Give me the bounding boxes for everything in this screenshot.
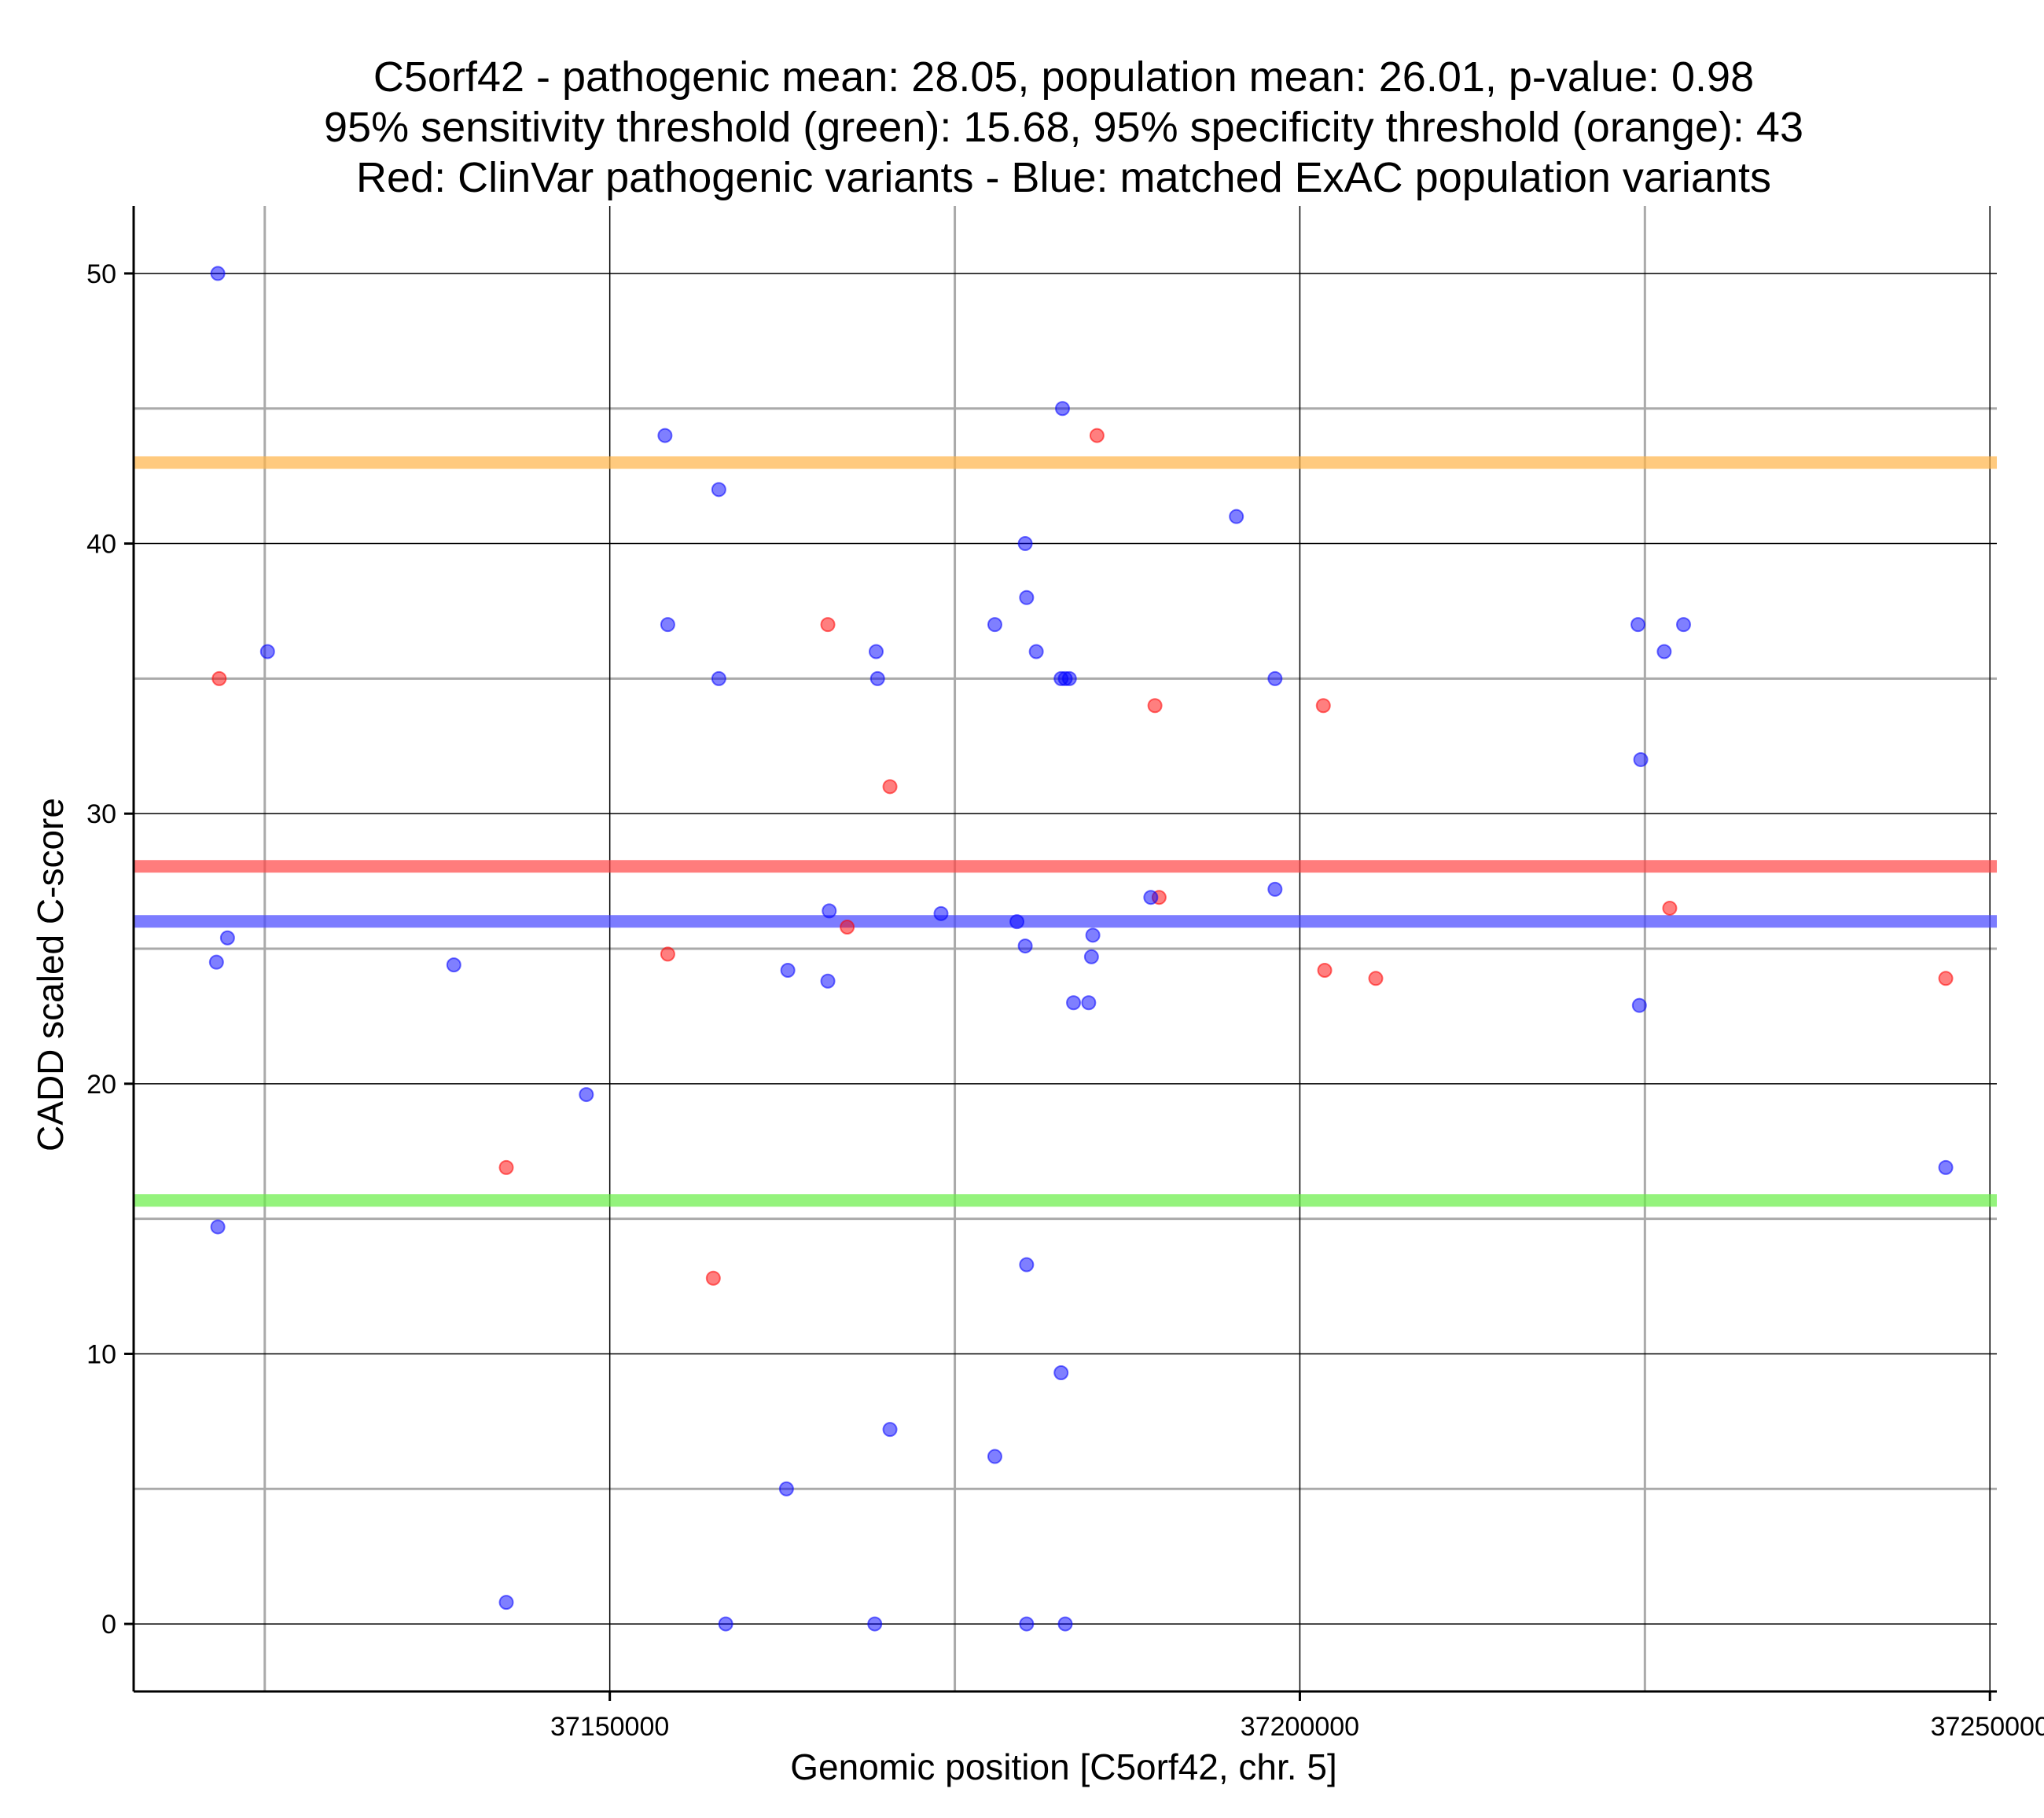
- title-line-1: C5orf42 - pathogenic mean: 28.05, popula…: [373, 53, 1754, 101]
- population-point: [1938, 1159, 1954, 1175]
- population-point: [1633, 751, 1649, 767]
- major-gridlines: [134, 206, 1997, 1691]
- title-line-2: 95% sensitivity threshold (green): 15.68…: [324, 104, 1803, 151]
- population-point: [987, 1449, 1002, 1464]
- pathogenic-point: [1368, 971, 1384, 986]
- population-point: [820, 973, 836, 989]
- data-points: [208, 266, 1954, 1632]
- pathogenic-point: [882, 779, 898, 795]
- pathogenic-point: [1662, 900, 1678, 916]
- population-point: [1631, 997, 1647, 1013]
- population-point: [869, 670, 885, 686]
- population-point: [1083, 949, 1099, 964]
- chart-title: C5orf42 - pathogenic mean: 28.05, popula…: [324, 53, 1803, 201]
- population-point: [1143, 890, 1159, 905]
- population-point: [219, 930, 235, 946]
- title-line-3: Red: ClinVar pathogenic variants - Blue:…: [356, 154, 1771, 201]
- pathogenic-point: [211, 670, 227, 686]
- population-point: [660, 617, 675, 633]
- population-point: [446, 957, 461, 973]
- population-point: [778, 1481, 794, 1497]
- x-tick-label: 37150000: [550, 1712, 669, 1742]
- tick-labels: 0 10 20 30 40 50 37150000 37200000 37250000: [86, 259, 2044, 1742]
- population-point: [1061, 670, 1077, 686]
- population-point: [1017, 536, 1033, 552]
- y-axis-title: CADD scaled C-score: [30, 798, 71, 1151]
- population-point: [780, 962, 796, 978]
- population-point: [657, 428, 673, 443]
- population-point: [1019, 1257, 1035, 1273]
- y-tick-label: 20: [86, 1070, 116, 1100]
- population-point: [882, 1422, 898, 1438]
- y-tick-label: 10: [86, 1339, 116, 1369]
- x-axis-title: Genomic position [C5orf42, chr. 5]: [790, 1746, 1336, 1787]
- y-tick-label: 30: [86, 799, 116, 829]
- population-point: [1229, 509, 1244, 524]
- population-point: [210, 266, 226, 281]
- population-point: [498, 1595, 514, 1610]
- y-tick-label: 40: [86, 530, 116, 560]
- pathogenic-point: [1315, 698, 1331, 714]
- pathogenic-point: [1317, 962, 1333, 978]
- pathogenic-point: [705, 1270, 721, 1286]
- population-point: [711, 482, 726, 498]
- population-point: [822, 903, 837, 919]
- pathogenic-point: [840, 920, 855, 935]
- population-point: [1019, 589, 1035, 605]
- population-point: [933, 905, 949, 921]
- population-point: [711, 670, 726, 686]
- population-point: [1630, 617, 1646, 633]
- pathogenic-point: [660, 946, 675, 962]
- population-point: [987, 617, 1002, 633]
- population-point: [1656, 644, 1672, 659]
- population-point: [1053, 1365, 1069, 1381]
- population-point: [868, 644, 884, 659]
- x-tick-label: 37250000: [1931, 1712, 2044, 1742]
- y-tick-label: 0: [101, 1610, 116, 1640]
- pathogenic-point: [1938, 971, 1954, 986]
- population-point: [1267, 881, 1283, 897]
- population-point: [579, 1087, 594, 1103]
- population-point: [1066, 995, 1082, 1011]
- population-point: [210, 1219, 226, 1235]
- pathogenic-point: [498, 1159, 514, 1175]
- population-point: [718, 1616, 733, 1632]
- y-tick-label: 50: [86, 259, 116, 289]
- pathogenic-point: [1089, 428, 1105, 443]
- population-point: [1081, 995, 1097, 1011]
- population-point: [867, 1616, 883, 1632]
- axes: [132, 206, 1997, 1693]
- population-point: [1057, 1616, 1073, 1632]
- population-point: [1267, 670, 1283, 686]
- population-point: [208, 954, 224, 970]
- population-point: [1675, 617, 1691, 633]
- population-point: [1028, 644, 1044, 659]
- population-point: [1017, 938, 1033, 954]
- population-point: [1054, 401, 1070, 417]
- population-point: [1009, 914, 1025, 930]
- population-point: [1085, 927, 1101, 943]
- population-point: [259, 644, 275, 659]
- pathogenic-point: [820, 617, 836, 633]
- population-point: [1019, 1616, 1035, 1632]
- pathogenic-point: [1147, 698, 1163, 714]
- reference-lines: [134, 456, 1997, 1207]
- x-tick-label: 37200000: [1241, 1712, 1359, 1742]
